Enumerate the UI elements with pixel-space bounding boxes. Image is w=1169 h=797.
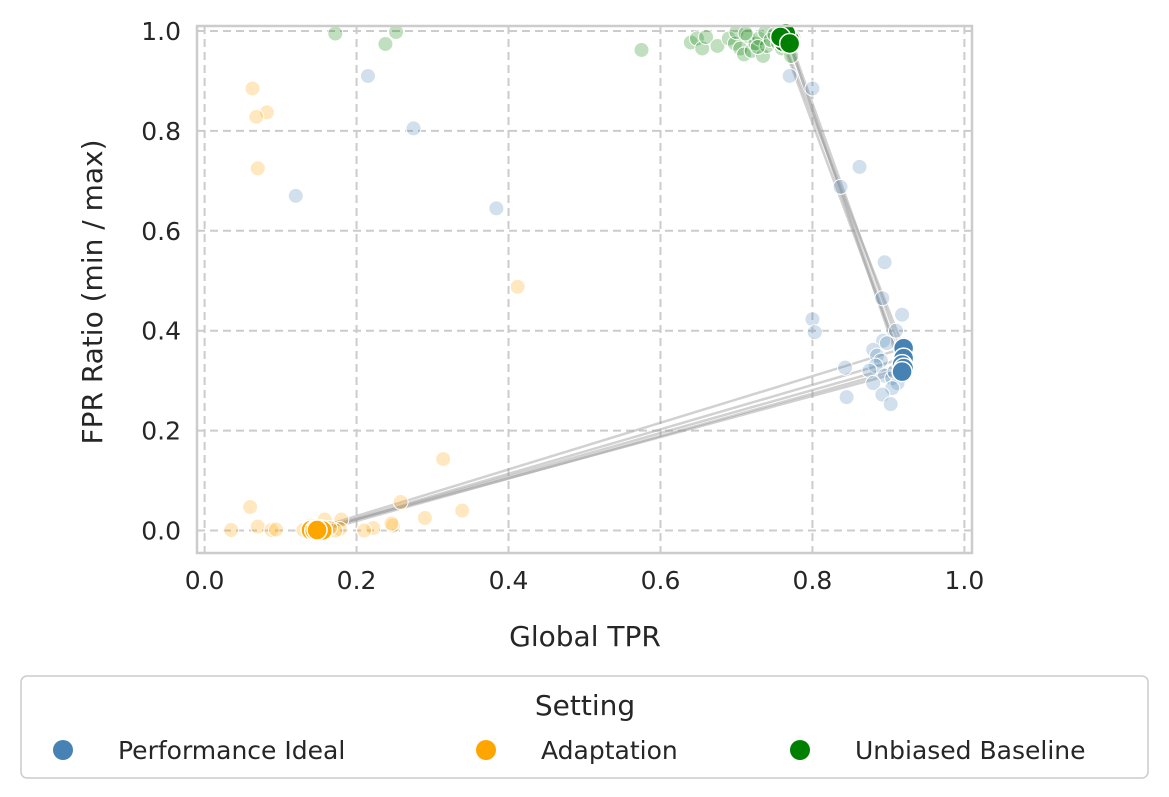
performance-ideal-point [884, 380, 901, 397]
performance-ideal-point [804, 80, 821, 97]
unbiased-baseline-point [388, 23, 405, 40]
performance-ideal-point [832, 178, 849, 195]
adaptation-point [509, 278, 526, 295]
adaptation-mean-point [306, 519, 328, 541]
unbiased-baseline-point [709, 37, 726, 54]
legend-title: Setting [535, 689, 635, 722]
adaptation-point [244, 80, 261, 97]
legend-label-performance-ideal: Performance Ideal [118, 736, 345, 765]
plot-frame [195, 24, 974, 555]
adaptation-point [249, 518, 266, 535]
unbiased-baseline-point [377, 35, 394, 52]
unbiased-baseline-point [755, 47, 772, 64]
performance-ideal-point [359, 67, 376, 84]
performance-ideal-point [874, 290, 891, 307]
performance-ideal-mean-point [891, 360, 913, 383]
adaptation-point [392, 494, 409, 511]
performance-ideal-point [837, 359, 854, 376]
x-tick-label: 0.4 [489, 566, 529, 595]
y-tick-label: 0.2 [141, 417, 181, 446]
adaptation-point [365, 520, 382, 537]
x-axis-label: Global TPR [509, 620, 661, 653]
adaptation-point [268, 521, 285, 538]
performance-ideal-point [851, 158, 868, 175]
connector-lines [310, 33, 906, 532]
y-tick-label: 0.4 [141, 317, 181, 346]
y-axis-ticks: 0.0 0.2 0.4 0.6 0.8 1.0 [141, 17, 181, 546]
unbiased-baseline-mean-point [778, 32, 801, 55]
performance-ideal-point [878, 335, 895, 352]
y-tick-label: 0.6 [141, 217, 181, 246]
unbiased-baseline-point [698, 28, 715, 45]
adaptation-point [258, 104, 275, 121]
adaptation-point [223, 522, 240, 539]
adaptation-point [242, 499, 259, 516]
connector-line [314, 39, 906, 532]
y-axis-label: FPR Ratio (min / max) [76, 139, 109, 444]
legend-label-unbiased-baseline: Unbiased Baseline [855, 736, 1086, 765]
performance-ideal-point [806, 324, 823, 341]
legend-label-adaptation: Adaptation [541, 736, 678, 765]
adaptation-point [356, 522, 373, 539]
performance-ideal-point [781, 67, 798, 84]
legend-marker-adaptation [476, 740, 496, 760]
performance-ideal-point [876, 254, 893, 271]
legend: Setting Performance Ideal Adaptation Unbia… [20, 675, 1149, 779]
unbiased-baseline-point [633, 41, 650, 58]
adaptation-point [263, 522, 280, 539]
x-tick-label: 1.0 [945, 566, 985, 595]
legend-marker-unbiased-baseline [790, 740, 810, 760]
performance-ideal-point [894, 306, 911, 323]
adaptation-point [454, 502, 471, 519]
x-axis-ticks: 0.0 0.2 0.4 0.6 0.8 1.0 [185, 566, 985, 595]
adaptation-point [416, 510, 433, 527]
adaptation-point [248, 108, 265, 125]
performance-ideal-point [287, 187, 304, 204]
unbiased-baseline-point [736, 46, 753, 63]
x-tick-label: 0.6 [641, 566, 681, 595]
data-points [223, 22, 915, 542]
adaptation-point [435, 451, 452, 468]
y-tick-label: 0.8 [141, 117, 181, 146]
y-tick-label: 1.0 [141, 17, 181, 46]
legend-box [20, 675, 1149, 779]
performance-ideal-point [488, 200, 505, 217]
unbiased-baseline-point [327, 25, 344, 42]
x-tick-label: 0.8 [793, 566, 833, 595]
performance-ideal-point [804, 311, 821, 328]
adaptation-point [383, 515, 400, 532]
performance-ideal-point [861, 362, 878, 379]
performance-ideal-point [888, 322, 905, 339]
unbiased-baseline-point [737, 25, 754, 42]
performance-ideal-point [405, 120, 422, 137]
performance-ideal-point [865, 375, 882, 392]
performance-ideal-point [882, 396, 899, 413]
legend-marker-performance-ideal [53, 740, 73, 760]
connector-line [316, 43, 904, 532]
unbiased-baseline-point [749, 38, 766, 55]
grid [197, 26, 972, 553]
x-tick-label: 0.0 [185, 566, 225, 595]
y-tick-label: 0.0 [141, 517, 181, 546]
performance-ideal-point [838, 389, 855, 406]
x-tick-label: 0.2 [337, 566, 377, 595]
legend-entries: Performance Ideal Adaptation Unbiased Base… [53, 736, 1086, 765]
adaptation-point [249, 160, 266, 177]
